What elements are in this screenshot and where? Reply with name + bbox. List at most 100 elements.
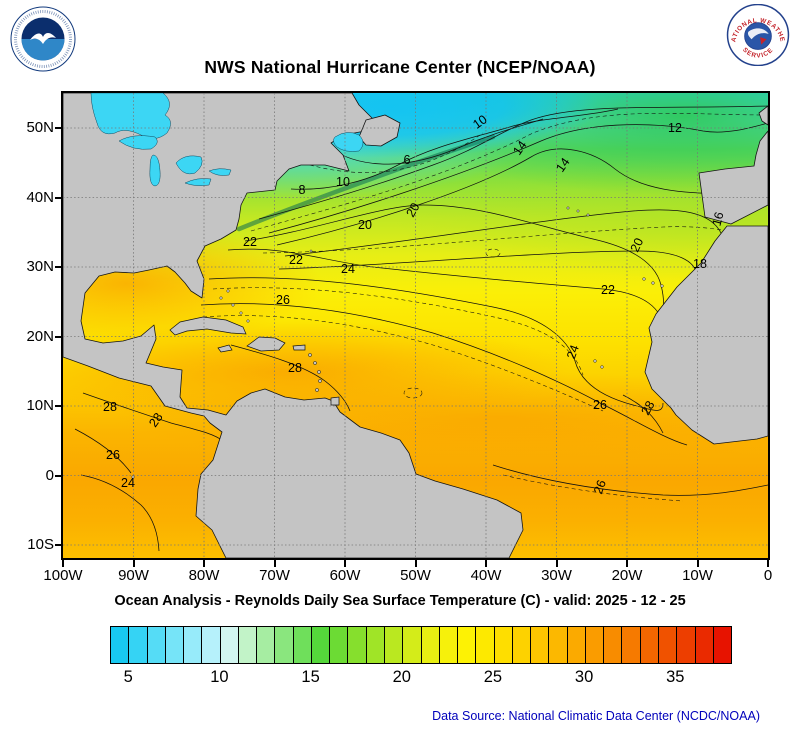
colorbar-cell [604,627,623,663]
bahamas-islands [219,289,250,323]
colorbar-cell [677,627,696,663]
lake-huron [175,155,203,175]
map-graphics [63,93,768,558]
x-axis-label: 100W [43,567,83,584]
colorbar [110,626,732,664]
map-caption: Ocean Analysis - Reynolds Daily Sea Surf… [114,593,686,609]
y-axis-tick [55,474,63,477]
colorbar-cell [512,627,532,663]
lesser-antilles-islands [308,353,322,392]
contour-value-label: 18 [693,257,707,271]
x-axis-tick [344,559,346,567]
contour-value-label: 24 [564,343,582,361]
x-axis-tick [485,559,487,567]
colorbar-tick-label: 10 [210,668,229,686]
colorbar-tick-label: 35 [666,668,685,686]
colorbar-cell [165,627,185,663]
x-axis-label: 0 [763,567,773,584]
contour-value-label: 28 [288,361,302,375]
x-axis-tick [696,559,699,567]
hispaniola-island [246,336,286,352]
contour-value-label: 26 [276,293,290,307]
colorbar-cell [658,627,678,663]
contour-value-label: 24 [341,262,355,276]
colorbar-cell [549,627,568,663]
contour-value-label: 10 [470,112,490,132]
colorbar-cell [129,627,148,663]
england-sliver [758,105,768,126]
cape-verde-islands [593,359,604,369]
contour-value-label: 28 [103,400,117,414]
contour-value-label: 28 [638,398,658,418]
x-axis-tick [414,559,417,567]
colorbar-cell [184,627,203,663]
colorbar-cell [147,627,166,663]
map-frame: 10 12 6 14 14 8 10 20 20 16 22 20 22 24 18 22 26 24 28 28 28… [61,91,770,560]
hudson-bay [90,93,171,139]
colorbar-cell [220,627,239,663]
colorbar-cell [494,627,513,663]
americas-landmass [63,93,524,558]
noaa-logo-sea [21,39,65,61]
x-axis-label: 40W [470,567,502,584]
y-axis-tick [55,127,63,129]
colorbar-cell [330,627,349,663]
contour-value-label: 14 [510,138,530,158]
contour-value-label: 20 [358,218,372,232]
x-axis-tick [626,559,628,567]
grid-lines [63,93,768,558]
galapagos-islands [131,475,135,479]
contour-value-label: 22 [289,253,303,267]
noaa-gull-icon [30,33,56,44]
colorbar-cell [585,627,605,663]
lake-erie [184,178,212,186]
contour-value-label: 28 [146,410,166,430]
colorbar-cell [348,627,367,663]
y-axis-tick [55,544,63,546]
y-axis-label: 10S [27,536,54,553]
contour-labels-layer: 10 12 6 14 14 8 10 20 20 16 22 20 22 24 18 22 26 24 28 28 28… [63,93,768,558]
colorbar-cell [531,627,550,663]
x-axis-tick [132,559,135,567]
y-axis-label: 30N [26,258,54,275]
trinidad-island [330,396,340,406]
colorbar-cell [622,627,641,663]
colorbar-tick-label: 30 [574,668,594,686]
nws-logo: NATIONAL WEATHER SERVICE [726,4,790,66]
y-axis-tick [55,196,63,199]
lake-michigan [149,154,161,187]
x-axis-label: 20W [611,567,643,584]
contour-value-label: 14 [553,155,573,175]
canary-islands [642,277,664,288]
contour-value-label: 26 [593,398,607,412]
y-axis-label: 10N [26,397,54,414]
y-axis-label: 20N [26,327,54,345]
colorbar-cell [275,627,294,663]
contour-value-label: 26 [591,478,609,496]
colorbar-tick-label: 5 [123,668,133,686]
x-axis-label: 70W [259,567,290,584]
nws-logo-bolt-icon [760,37,767,45]
y-axis-tick [55,335,63,338]
colorbar-cell [257,627,276,663]
x-axis-tick [203,559,205,567]
colorbar-cell [366,627,385,663]
water-bodies [90,93,364,187]
azores-islands [566,206,590,217]
gulf-of-st-lawrence [333,132,364,152]
data-source-note: Data Source: National Climatic Data Cent… [432,709,760,723]
lake-superior [118,135,158,150]
contour-value-label: 24 [121,476,135,490]
newfoundland-island [358,114,401,147]
contour-value-label: 20 [627,235,647,255]
colorbar-cell [238,627,258,663]
contour-value-label: 16 [709,210,727,228]
x-axis-tick [767,559,769,567]
colorbar-cell [476,627,495,663]
colorbar-cell [202,627,221,663]
colorbar-cell [421,627,440,663]
africa-landmass [644,225,768,445]
contour-value-label: 10 [336,175,350,189]
europe-landmass [698,130,768,225]
x-axis-label: 60W [329,567,361,584]
